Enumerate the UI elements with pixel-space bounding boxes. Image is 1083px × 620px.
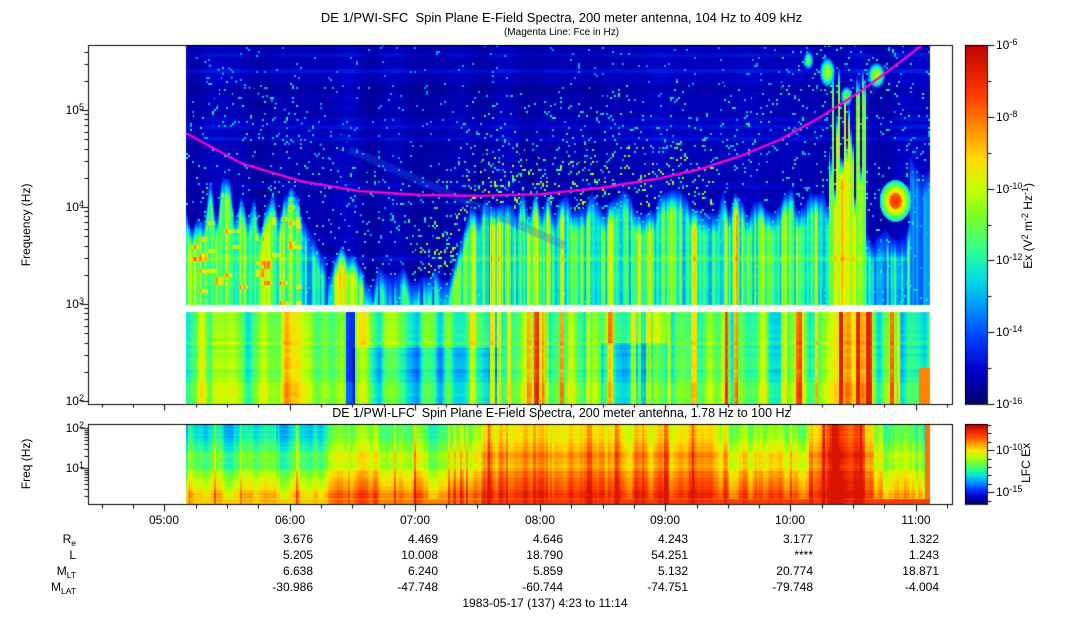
time-label: 10:00 bbox=[774, 513, 806, 527]
ephemeris-value: 3.676 bbox=[282, 532, 313, 546]
sfc-subtitle: (Magenta Line: Fce in Hz) bbox=[503, 27, 620, 38]
footer-time-range: 1983-05-17 (137) 4:23 to 11:14 bbox=[462, 596, 628, 610]
ephemeris-value: 4.646 bbox=[532, 532, 563, 546]
lfc-colorbar-tick-label: 10-10 bbox=[996, 442, 1023, 457]
ephemeris-value: -47.748 bbox=[397, 580, 438, 594]
time-label: 09:00 bbox=[649, 513, 681, 527]
ephemeris-value: 18.871 bbox=[902, 564, 939, 578]
sfc-y-axis-label: Frequency (Hz) bbox=[19, 183, 34, 267]
sfc-ytick-label: 105 bbox=[65, 102, 84, 117]
ephemeris-value: 4.243 bbox=[657, 532, 688, 546]
ephemeris-value: **** bbox=[794, 548, 813, 562]
time-label: 11:00 bbox=[901, 513, 931, 527]
sfc-colorbar-tick-label: 10-6 bbox=[996, 37, 1018, 52]
sfc-ytick-label: 104 bbox=[65, 199, 84, 214]
time-label: 05:00 bbox=[148, 513, 180, 527]
ephemeris-value: 5.859 bbox=[532, 564, 563, 578]
ephemeris-value: -4.004 bbox=[904, 580, 939, 594]
ephemeris-value: 1.322 bbox=[908, 532, 939, 546]
lfc-colorbar-tick-label: 10-15 bbox=[996, 484, 1023, 499]
lfc-ytick-label: 101 bbox=[65, 460, 84, 475]
ephemeris-value: 5.205 bbox=[282, 548, 313, 562]
ephemeris-value: -30.986 bbox=[272, 580, 313, 594]
ephemeris-value: 3.177 bbox=[782, 532, 813, 546]
ephemeris-value: 10.008 bbox=[401, 548, 438, 562]
ephemeris-value: 54.251 bbox=[651, 548, 688, 562]
ephemeris-value: 5.132 bbox=[657, 564, 688, 578]
sfc-colorbar-tick-label: 10-10 bbox=[996, 181, 1023, 196]
sfc-colorbar-tick-label: 10-12 bbox=[996, 252, 1023, 267]
sfc-colorbar-tick-label: 10-16 bbox=[996, 396, 1023, 411]
ephemeris-value: 18.790 bbox=[526, 548, 563, 562]
ephemeris-value: 20.774 bbox=[776, 564, 813, 578]
ephemeris-value: 4.469 bbox=[407, 532, 438, 546]
time-label: 07:00 bbox=[399, 513, 431, 527]
ephemeris-value: 6.638 bbox=[282, 564, 313, 578]
sfc-colorbar-tick-label: 10-8 bbox=[996, 109, 1018, 124]
sfc-title: DE 1/PWI-SFC Spin Plane E-Field Spectra,… bbox=[320, 10, 803, 25]
ephemeris-value: -79.748 bbox=[772, 580, 813, 594]
time-label: 06:00 bbox=[274, 513, 306, 527]
ephemeris-value: -60.744 bbox=[522, 580, 563, 594]
ephemeris-row-label: MLAT bbox=[51, 580, 76, 596]
sfc-ytick-label: 102 bbox=[65, 393, 84, 408]
ephemeris-value: 6.240 bbox=[407, 564, 438, 578]
lfc-ytick-label: 102 bbox=[65, 420, 84, 435]
ephemeris-value: -74.751 bbox=[647, 580, 688, 594]
ephemeris-row-label: MLT bbox=[56, 564, 76, 580]
lfc-title: DE 1/PWI-LFC Spin Plane E-Field Spectra,… bbox=[332, 406, 791, 420]
sfc-ytick-label: 103 bbox=[65, 296, 84, 311]
ephemeris-row-label: Re bbox=[62, 532, 76, 548]
time-label: 08:00 bbox=[524, 513, 556, 527]
sfc-colorbar-tick-label: 10-14 bbox=[996, 324, 1023, 339]
sfc-colorbar-label: Ex (V2 m-2 Hz-1) bbox=[1020, 183, 1036, 269]
ephemeris-value: 1.243 bbox=[908, 548, 939, 562]
ephemeris-row-label: L bbox=[69, 548, 76, 562]
